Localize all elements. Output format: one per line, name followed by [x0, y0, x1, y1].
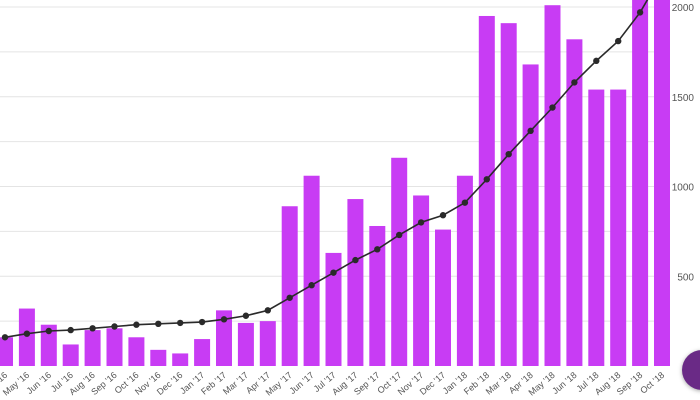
bar: [106, 328, 123, 366]
bar: [347, 199, 364, 366]
trend-point: [308, 282, 315, 289]
trend-point: [615, 37, 622, 45]
bar: [281, 206, 298, 366]
trend-point: [264, 307, 271, 314]
x-tick-label: Jun '18: [550, 370, 578, 396]
floating-action-button[interactable]: [682, 350, 700, 390]
bar: [216, 310, 232, 366]
bar: [522, 64, 539, 366]
bar: [40, 324, 57, 366]
bar: [62, 344, 79, 366]
bar: [456, 175, 473, 366]
bar: [391, 157, 408, 366]
bar: [610, 89, 627, 366]
trend-point: [374, 246, 381, 253]
y-tick-label: 1000: [672, 183, 695, 194]
trend-point: [330, 269, 337, 276]
bar: [369, 225, 386, 366]
trend-point: [593, 57, 600, 65]
bar: [172, 353, 189, 366]
bar: [435, 229, 451, 366]
trend-point: [439, 212, 447, 219]
bar: [303, 175, 320, 366]
trend-point: [461, 199, 469, 206]
trend-point: [286, 294, 293, 301]
trend-point: [483, 176, 490, 183]
x-tick-label: Mar '18: [484, 370, 513, 397]
bar: [478, 15, 495, 366]
trend-point: [636, 9, 644, 16]
bar: [325, 252, 342, 366]
trend-point: [571, 79, 578, 86]
bar: [0, 337, 13, 366]
trend-point: [527, 127, 534, 135]
x-tick-label: Jun '17: [287, 370, 315, 396]
trend-point: [220, 316, 228, 323]
x-tick-label: Mar '17: [221, 370, 250, 397]
y-tick-label: 500: [677, 272, 694, 283]
y-tick-label: 2000: [672, 3, 695, 14]
trend-point: [242, 312, 250, 319]
bar: [84, 330, 101, 366]
trend-point: [111, 323, 118, 330]
bar: [588, 89, 605, 366]
bar: [500, 23, 517, 367]
bar: [150, 349, 167, 366]
trend-point: [23, 330, 31, 337]
bar: [413, 195, 430, 366]
trend-point: [417, 219, 425, 226]
bar: [18, 308, 35, 366]
bar: [128, 337, 145, 366]
bar: [632, 0, 649, 366]
trend-point: [67, 326, 74, 334]
trend-point: [155, 320, 162, 328]
x-tick-label: Jun '16: [25, 370, 53, 396]
bar: [194, 339, 211, 366]
y-tick-label: 1500: [672, 93, 695, 104]
bar: [237, 322, 254, 366]
trend-point: [45, 327, 52, 335]
trend-point: [198, 318, 206, 326]
x-tick-label: Oct '18: [638, 370, 666, 396]
trend-point: [505, 150, 512, 158]
trend-point: [352, 256, 359, 264]
trend-point: [133, 321, 140, 328]
trend-point: [1, 334, 9, 341]
trend-point: [89, 325, 96, 332]
bar: [566, 39, 583, 367]
bar: [654, 0, 670, 366]
trend-point: [549, 104, 556, 111]
trend-point: [177, 319, 184, 327]
bar: [259, 321, 276, 366]
bar: [544, 5, 561, 367]
trend-point: [396, 231, 403, 239]
